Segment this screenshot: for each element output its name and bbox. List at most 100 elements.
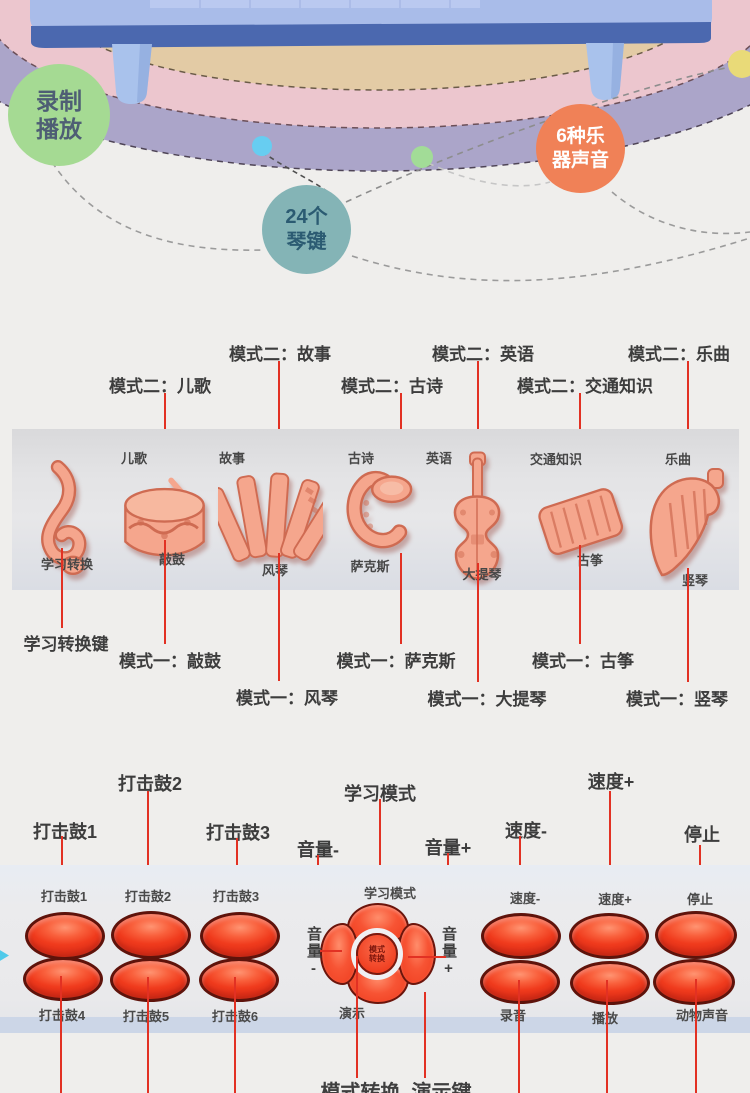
mode-switch-center-button: 模式转换 xyxy=(356,933,398,975)
strip-label-song: 儿歌 xyxy=(120,451,148,466)
strip-label-poem: 古诗 xyxy=(347,451,375,466)
piano-keybed-hint xyxy=(150,0,480,8)
panel-label-speed-minus: 速度- xyxy=(509,891,541,906)
panel-edge-strip xyxy=(0,1017,750,1033)
connector-line xyxy=(234,977,236,1093)
panel-label-speed-plus: 速度+ xyxy=(598,892,632,907)
badge-text: 器声音 xyxy=(551,149,609,171)
panel-label-drum4: 打击鼓4 xyxy=(38,1008,86,1023)
drum1-button xyxy=(25,912,105,960)
instrument-keys-photo xyxy=(12,429,739,590)
dashed-curve xyxy=(351,237,750,282)
accordion-button xyxy=(218,472,323,563)
strip-label-traffic: 交通知识 xyxy=(529,452,583,467)
connector-line xyxy=(320,950,342,952)
callout-mode1-sax: 模式一：萨克斯 xyxy=(336,652,456,671)
dot-green xyxy=(411,146,433,168)
drum2-button xyxy=(111,911,191,959)
strip-label-english: 英语 xyxy=(425,451,453,466)
strip-label-music: 乐曲 xyxy=(664,452,692,467)
harp-button xyxy=(649,468,724,577)
callout-learn-mode: 学习模式 xyxy=(344,784,416,804)
panel-label-drum3: 打击鼓3 xyxy=(212,889,260,904)
callout-mode2-music: 模式二：乐曲 xyxy=(628,345,730,364)
drum3-button xyxy=(200,912,280,960)
callout-mode1-drum: 模式一：敲鼓 xyxy=(119,652,221,671)
connector-line xyxy=(147,977,149,1093)
dot-yellow xyxy=(728,50,750,78)
callout-mode2-poem: 模式二：古诗 xyxy=(341,377,443,396)
callout-switch-key: 学习转换键 xyxy=(23,635,109,654)
drum-button xyxy=(124,477,205,557)
strip-label-harp: 竖琴 xyxy=(681,573,709,588)
panel-label-drum1: 打击鼓1 xyxy=(40,889,88,904)
connector-line xyxy=(477,563,479,682)
connector-line xyxy=(147,791,149,931)
dashed-curve xyxy=(427,162,551,187)
connector-line xyxy=(278,553,280,681)
strip-label-switch: 学习转换 xyxy=(40,557,94,572)
badge-text: 24个 xyxy=(285,205,328,228)
strip-label-sax: 萨克斯 xyxy=(350,559,390,574)
connector-line xyxy=(356,956,358,1078)
connector-line xyxy=(687,568,689,682)
strip-label-organ: 风琴 xyxy=(261,563,289,578)
callout-drum1: 打击鼓1 xyxy=(32,822,98,842)
panel-label-volume-plus: 音量+ xyxy=(440,926,457,979)
panel-label-demo: 演示 xyxy=(338,1006,366,1021)
mode-switch-label: 模式转换 xyxy=(369,945,385,963)
badge-text: 播放 xyxy=(36,116,82,142)
panel-label-drum2: 打击鼓2 xyxy=(124,889,172,904)
callout-volume-minus: 音量- xyxy=(297,840,339,860)
callout-mode1-guzheng: 模式一：古筝 xyxy=(532,652,634,671)
saxophone-button xyxy=(346,470,413,549)
volume-plus-petal-button xyxy=(398,923,436,985)
record-button xyxy=(480,960,560,1004)
connector-line xyxy=(278,361,280,471)
volume-minus-petal-button xyxy=(320,923,358,985)
connector-line xyxy=(61,548,63,628)
panel-label-record: 录音 xyxy=(499,1008,527,1023)
strip-label-story: 故事 xyxy=(218,451,246,466)
cursor-artifact xyxy=(0,949,9,962)
stop-button xyxy=(655,911,737,959)
play-button xyxy=(570,961,650,1005)
callout-mode1-harp: 模式一：竖琴 xyxy=(626,690,728,709)
callout-drum2: 打击鼓2 xyxy=(117,774,183,794)
callout-speed-minus: 速度- xyxy=(505,821,547,841)
connector-line xyxy=(379,799,381,921)
connector-line xyxy=(424,992,426,1078)
panel-label-animal: 动物声音 xyxy=(675,1008,729,1023)
connector-line xyxy=(477,361,479,479)
animal-sound-button xyxy=(653,959,735,1005)
connector-line xyxy=(609,791,611,933)
badge-text: 6种乐 xyxy=(556,125,605,147)
drum6-button xyxy=(199,958,279,1002)
feature-badge-record-playback: 录制 播放 xyxy=(8,64,110,166)
connector-line xyxy=(606,980,608,1093)
connector-line xyxy=(687,361,689,476)
panel-label-drum5: 打击鼓5 xyxy=(122,1009,170,1024)
strip-label-drum: 敲鼓 xyxy=(158,552,186,567)
dashed-curve xyxy=(611,191,750,235)
callout-mode1-organ: 模式一：风琴 xyxy=(236,689,338,708)
panel-label-learn-mode: 学习模式 xyxy=(363,886,417,901)
drum5-button xyxy=(110,958,190,1002)
callout-volume-plus: 音量+ xyxy=(424,838,472,858)
piano-edge-band xyxy=(31,22,711,48)
callout-mode2-traffic: 模式二：交通知识 xyxy=(517,377,653,396)
badge-text: 录制 xyxy=(36,88,82,114)
drum4-button xyxy=(23,957,103,1001)
guzheng-button xyxy=(538,488,624,556)
connector-line xyxy=(400,553,402,644)
feature-badge-24-keys: 24个 琴键 xyxy=(262,185,351,274)
panel-label-play: 播放 xyxy=(591,1011,619,1026)
dashed-curve xyxy=(51,161,263,251)
connector-line xyxy=(164,540,166,644)
panel-label-volume-minus: 音量- xyxy=(305,926,322,979)
speed-plus-button xyxy=(569,913,649,959)
piano-hero-illustration xyxy=(0,0,750,282)
dot-blue xyxy=(252,136,272,156)
panel-label-stop: 停止 xyxy=(686,892,714,907)
